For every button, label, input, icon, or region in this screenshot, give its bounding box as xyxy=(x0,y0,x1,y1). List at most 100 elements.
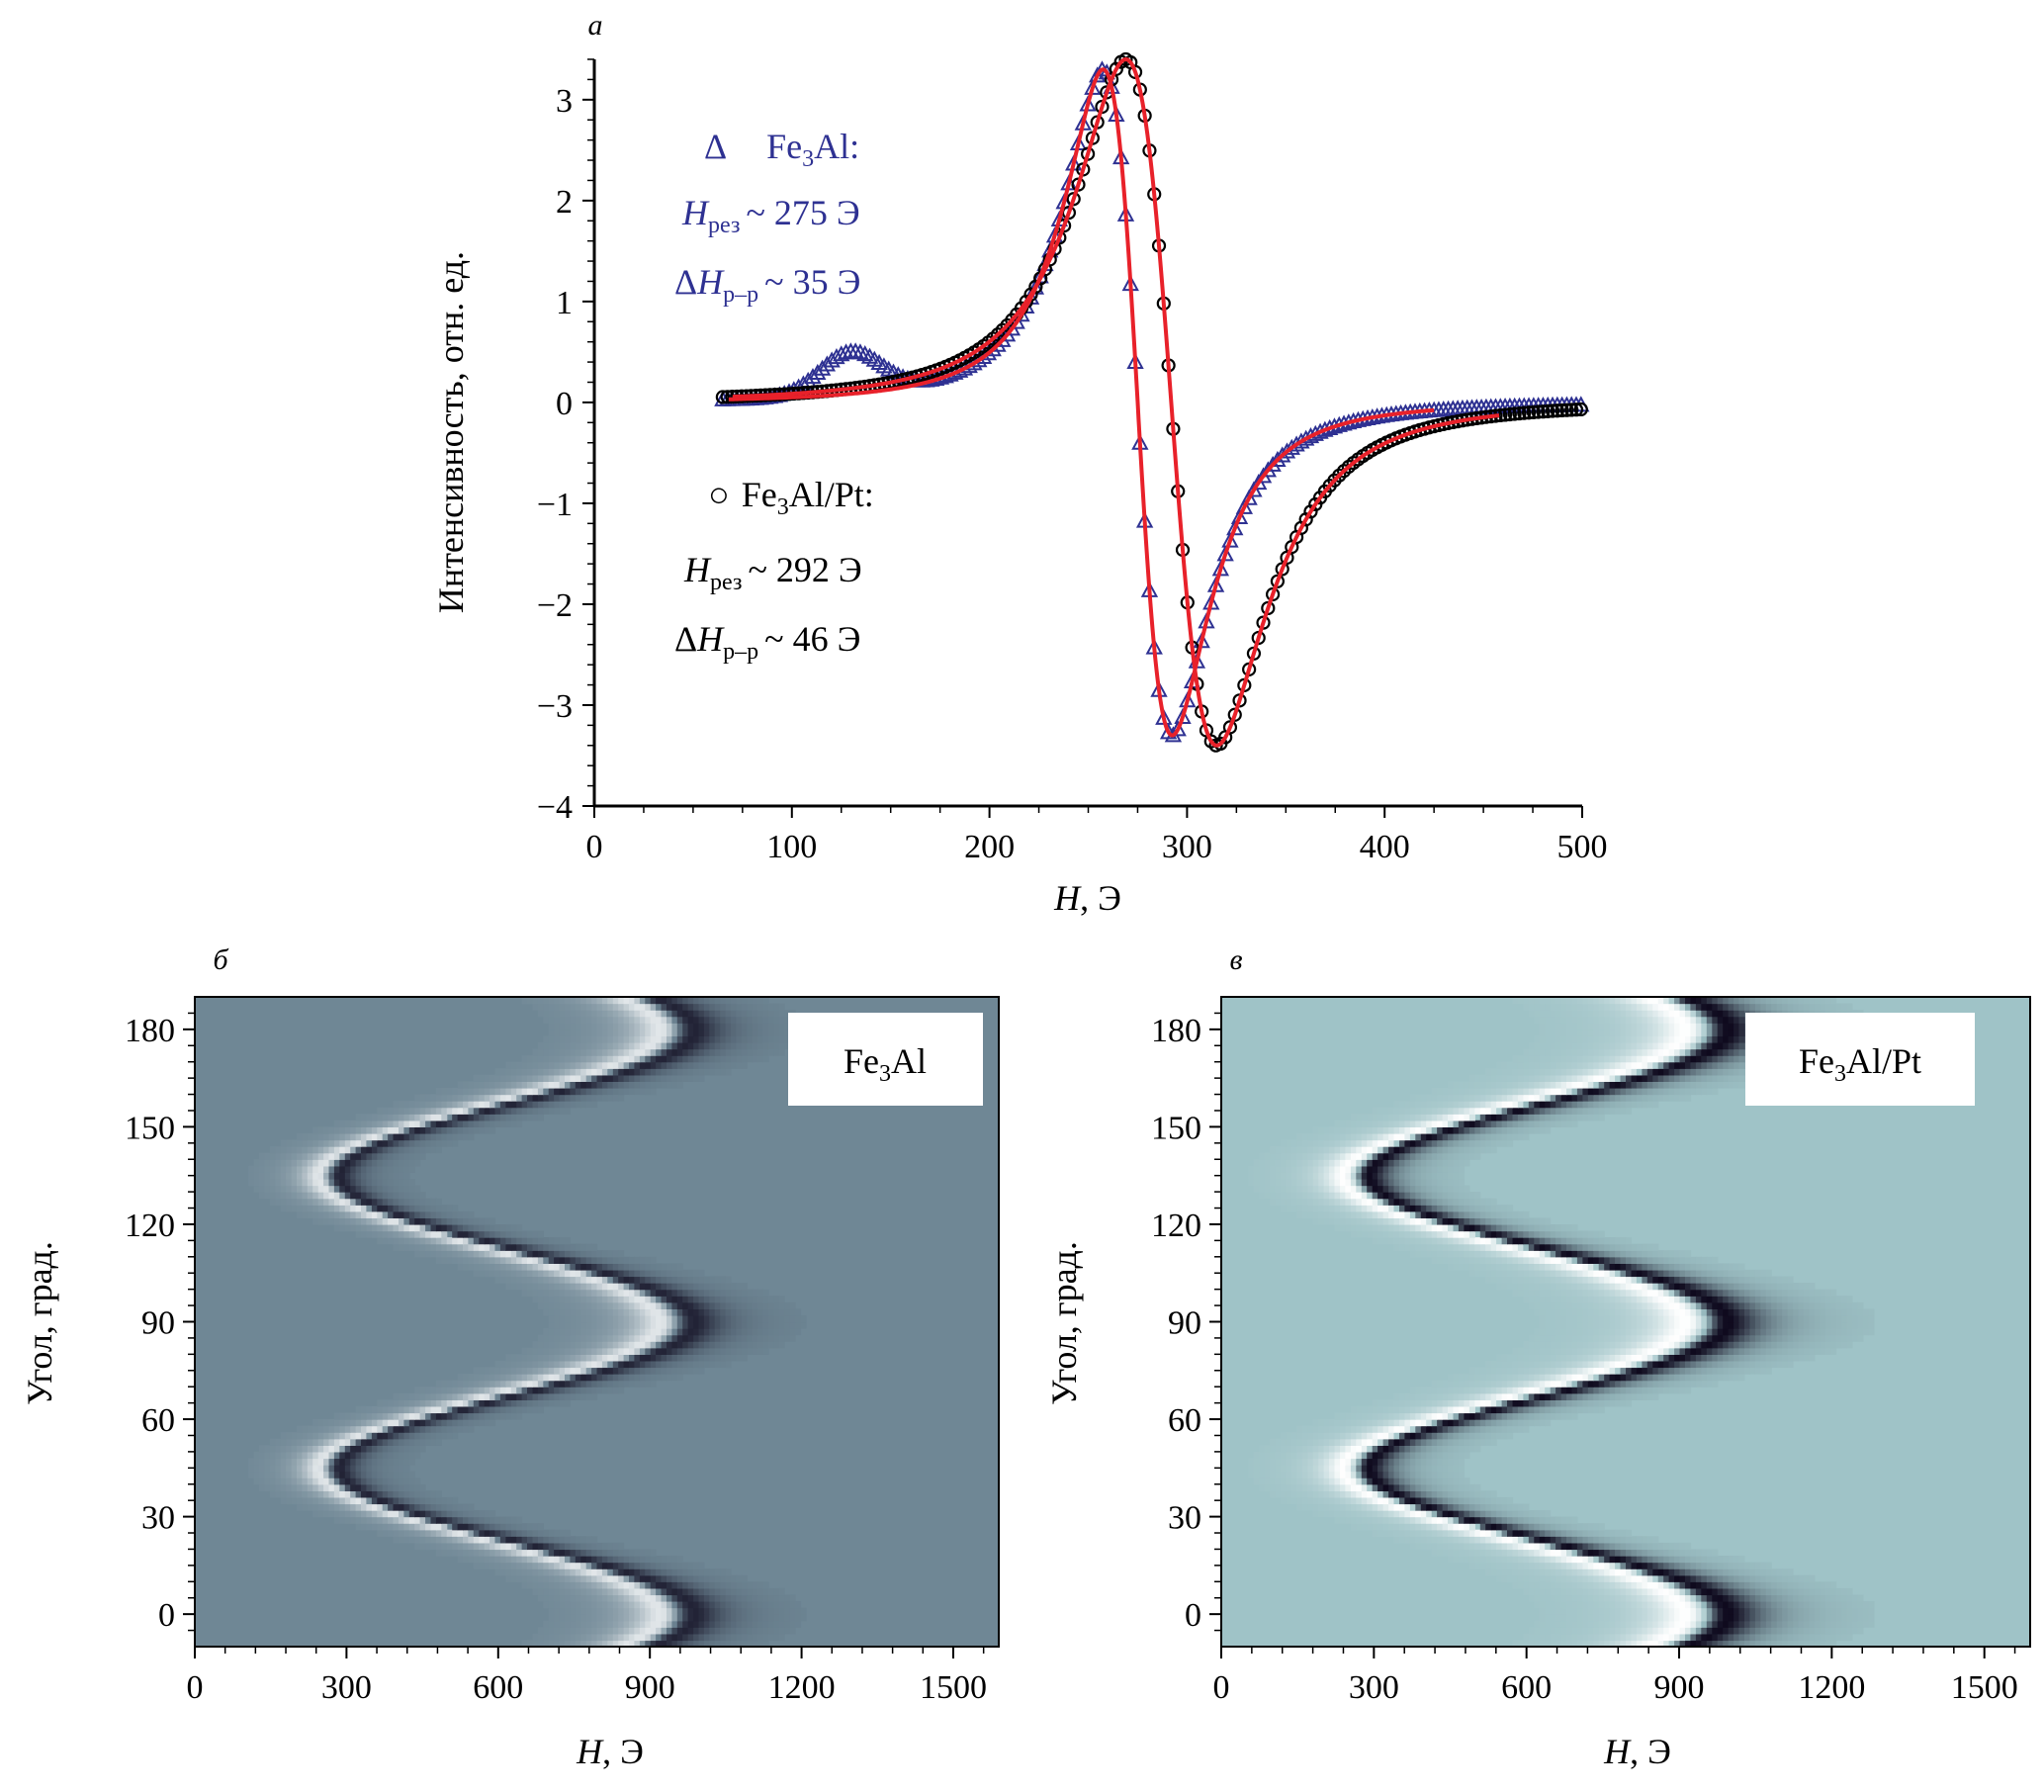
panel-b-heatmap-cell xyxy=(676,1003,683,1011)
panel-b-heatmap-cell xyxy=(393,1107,400,1115)
panel-b-heatmap-cell xyxy=(371,1172,378,1180)
panel-b-heatmap-cell xyxy=(698,1568,705,1576)
panel-b-heatmap-cell xyxy=(703,1633,710,1642)
panel-b-heatmap-cell xyxy=(693,1023,700,1030)
panel-b-heatmap-cell xyxy=(419,1425,426,1433)
panel-b-heatmap-cell xyxy=(307,1490,313,1498)
panel-c-heatmap-cell xyxy=(1528,1640,1535,1648)
panel-b-heatmap-cell xyxy=(516,1250,523,1258)
panel-a-y-tick-label: 1 xyxy=(556,285,573,321)
panel-b-heatmap-cell xyxy=(676,1341,683,1349)
panel-b-heatmap-cell xyxy=(618,1276,625,1284)
panel-c-heatmap-cell xyxy=(1695,1640,1702,1648)
panel-b-heatmap-cell xyxy=(601,1308,608,1316)
panel-b-heatmap-cell xyxy=(741,1581,748,1589)
panel-b-heatmap-cell xyxy=(671,1627,678,1635)
panel-b-heatmap-cell xyxy=(463,1263,470,1271)
panel-b-heatmap-cell xyxy=(591,1048,598,1056)
fe3alpt-data-point xyxy=(1573,402,1588,417)
panel-c-heatmap-cell xyxy=(1771,1627,1778,1635)
panel-c-heatmap-cell xyxy=(1835,1633,1842,1642)
panel-b-heatmap-cell xyxy=(484,1374,490,1382)
panel-b-heatmap-cell xyxy=(430,1224,437,1232)
panel-b-heatmap-cell xyxy=(757,1614,764,1622)
panel-b-heatmap-cell xyxy=(419,1432,426,1440)
panel-c-heatmap-cell xyxy=(1545,1627,1552,1635)
panel-c-heatmap-cell xyxy=(1674,1633,1681,1642)
panel-b-heatmap-cell xyxy=(650,1068,657,1076)
panel-b-heatmap-cell xyxy=(656,1276,663,1284)
panel-b-heatmap-cell xyxy=(463,1107,470,1115)
panel-b-heatmap-cell xyxy=(468,1419,475,1427)
panel-b-heatmap-cell xyxy=(537,1568,544,1576)
panel-b-heatmap-cell xyxy=(693,1568,700,1576)
panel-b-heatmap-cell xyxy=(414,1451,421,1460)
panel-c-heatmap-cell xyxy=(1615,1640,1622,1648)
panel-b-heatmap-cell xyxy=(607,1380,614,1388)
panel-b-heatmap-cell xyxy=(419,1510,426,1518)
panel-b-heatmap-cell xyxy=(607,1347,614,1355)
panel-b-heatmap-cell xyxy=(645,1061,652,1069)
panel-b-heatmap-cell xyxy=(591,1360,598,1369)
panel-b-heatmap-cell xyxy=(425,1250,432,1258)
panel-b-heatmap-cell xyxy=(565,1574,572,1582)
panel-c-heatmap-cell xyxy=(1685,1633,1692,1642)
panel-b-heatmap-cell xyxy=(302,1185,309,1193)
panel-b-heatmap-cell xyxy=(361,1185,368,1193)
panel-b-heatmap-cell xyxy=(693,1314,700,1323)
panel-b-heatmap-cell xyxy=(789,1334,796,1342)
panel-b-heatmap-cell xyxy=(570,1562,577,1569)
panel-b-heatmap-cell xyxy=(687,1035,694,1043)
panel-b-heatmap-cell xyxy=(693,1035,700,1043)
panel-b-heatmap-cell xyxy=(479,1367,486,1375)
panel-b-heatmap-cell xyxy=(521,1074,528,1082)
panel-b-heatmap-cell xyxy=(521,1094,528,1102)
panel-b-heatmap-cell xyxy=(489,1367,496,1375)
panel-b-heatmap-cell xyxy=(516,1360,523,1369)
panel-b-heatmap-cell xyxy=(479,1556,486,1564)
panel-b-heatmap-cell xyxy=(645,1081,652,1089)
panel-b-heatmap-cell xyxy=(580,1587,587,1596)
panel-b-heatmap-cell xyxy=(377,1516,384,1524)
panel-b-heatmap-cell xyxy=(752,1601,758,1609)
panel-c-heatmap-cell xyxy=(1814,1620,1821,1628)
panel-b-heatmap-cell xyxy=(559,1556,566,1564)
panel-b-heatmap-cell xyxy=(446,1392,453,1400)
panel-b-heatmap-cell xyxy=(403,1445,410,1453)
panel-b-heatmap-cell xyxy=(543,1269,550,1278)
panel-b-heatmap-cell xyxy=(720,1627,727,1635)
panel-b-heatmap-cell xyxy=(601,1347,608,1355)
panel-b-heatmap-cell xyxy=(559,1367,566,1375)
panel-b-heatmap-cell xyxy=(795,1321,802,1329)
panel-b-heatmap-cell xyxy=(731,1061,738,1069)
panel-b-heatmap-cell xyxy=(484,1392,490,1400)
panel-c-heatmap-cell xyxy=(1609,1627,1616,1635)
panel-b-heatmap-cell xyxy=(446,1210,453,1218)
panel-b-heatmap-cell xyxy=(618,1367,625,1375)
panel-b-heatmap-cell xyxy=(532,1562,539,1569)
panel-b-heatmap-cell xyxy=(505,1224,512,1232)
panel-b-heatmap-cell xyxy=(585,1387,592,1394)
panel-b-heatmap-cell xyxy=(698,1308,705,1316)
panel-b-heatmap-cell xyxy=(399,1529,405,1537)
panel-b-heatmap-cell xyxy=(435,1217,442,1225)
panel-b-heatmap-cell xyxy=(328,1146,335,1154)
panel-b-heatmap-cell xyxy=(554,1107,561,1115)
panel-b-heatmap-cell xyxy=(468,1399,475,1407)
panel-b-heatmap-cell xyxy=(676,1640,683,1648)
panel-b-heatmap-cell xyxy=(591,1010,598,1018)
panel-c-heatmap-cell xyxy=(1631,1627,1638,1635)
panel-b-heatmap-cell xyxy=(317,1210,324,1218)
panel-b-heatmap-cell xyxy=(773,1314,780,1323)
panel-b-heatmap-cell xyxy=(333,1510,340,1518)
panel-b-heatmap-cell xyxy=(709,1061,716,1069)
panel-b-heatmap-cell xyxy=(494,1088,501,1096)
panel-b-heatmap-cell xyxy=(361,1210,368,1218)
panel-b-heatmap-cell xyxy=(634,1562,641,1569)
panel-b-heatmap-cell xyxy=(473,1523,480,1531)
panel-b-heatmap-cell xyxy=(650,1289,657,1297)
panel-b-y-tick-label: 60 xyxy=(141,1402,175,1439)
panel-b-heatmap-cell xyxy=(548,1042,555,1050)
panel-b-heatmap-cell xyxy=(714,1029,721,1036)
panel-b-heatmap-cell xyxy=(425,1230,432,1238)
